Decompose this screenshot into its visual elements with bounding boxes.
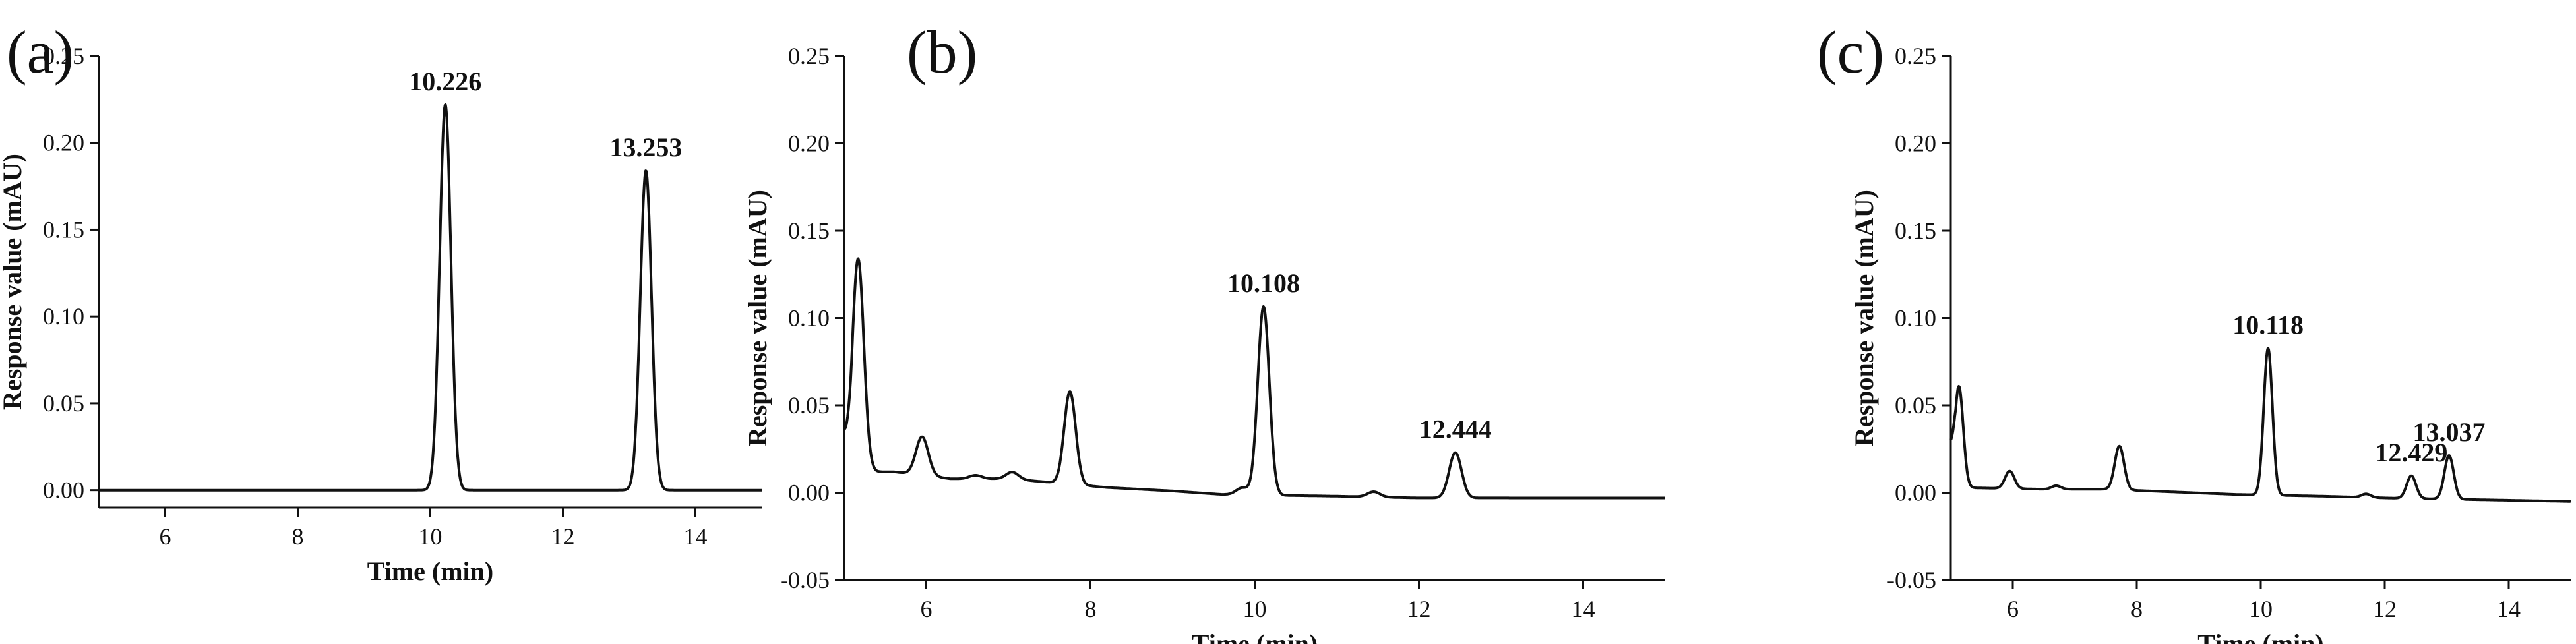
y-tick-label: 0.15 [1895, 218, 1936, 244]
x-tick-label: 8 [292, 523, 304, 550]
y-tick-label: 0.25 [43, 43, 84, 69]
y-tick-label: -0.05 [1887, 567, 1936, 593]
y-tick-label: 0.05 [43, 390, 84, 417]
y-tick-label: 0.15 [788, 218, 830, 244]
x-tick-label: 12 [1407, 596, 1431, 622]
panel-letter: (b) [907, 18, 977, 86]
y-axis-label: Response value (mAU) [743, 190, 772, 446]
peak-label: 12.429 [2375, 438, 2447, 467]
peak-label: 10.108 [1227, 268, 1300, 298]
y-tick-label: 0.10 [1895, 305, 1936, 332]
x-tick-label: 10 [1243, 596, 1267, 622]
y-tick-label: 0.25 [1895, 43, 1936, 69]
chart-panel-b: (b) 6 8 10 12 14 -0.05 0.00 0.05 0.10 0.15 0.20 0.25… [743, 18, 1667, 644]
x-axis-label: Time (min) [1192, 629, 1318, 644]
x-tick-label: 14 [684, 523, 708, 550]
y-axis-label: Response value (mAU) [0, 154, 27, 410]
x-axis-label: Time (min) [2197, 629, 2323, 644]
chart-panel-c: (c) 6 8 10 12 14 -0.05 0.00 0.05 0.10 0.15 0.20 0.25… [1817, 18, 2572, 644]
chart-panel-a: (a) 6 8 10 12 14 0.00 0.05 0.10 0.15 0.20 0.25 Time … [0, 18, 763, 586]
panel-letter: (a) [7, 18, 74, 86]
y-tick-label: 0.25 [788, 43, 830, 69]
x-tick-label: 8 [1085, 596, 1097, 622]
x-tick-label: 10 [419, 523, 443, 550]
y-tick-label: 0.10 [43, 303, 84, 330]
y-tick-label: 0.00 [1895, 480, 1936, 506]
x-tick-label: 8 [2131, 596, 2143, 622]
y-tick-label: -0.05 [780, 567, 830, 593]
x-tick-label: 6 [921, 596, 933, 622]
chromatogram-trace [98, 103, 763, 492]
x-tick-label: 12 [551, 523, 575, 550]
y-tick-label: 0.05 [1895, 392, 1936, 419]
x-tick-label: 6 [2007, 596, 2019, 622]
y-tick-label: 0.20 [1895, 131, 1936, 157]
x-tick-label: 10 [2249, 596, 2273, 622]
y-tick-label: 0.15 [43, 216, 84, 243]
chromatogram-trace [843, 257, 1667, 500]
x-axis-label: Time (min) [367, 556, 493, 586]
panel-letter: (c) [1817, 18, 1884, 86]
peak-label: 12.444 [1419, 415, 1492, 444]
chromatogram-trace [1949, 347, 2572, 503]
y-tick-label: 0.10 [788, 305, 830, 332]
y-tick-label: 0.20 [788, 131, 830, 157]
x-tick-label: 14 [1572, 596, 1595, 622]
y-axis-label: Response value (mAU) [1849, 190, 1879, 446]
y-tick-label: 0.00 [43, 477, 84, 504]
x-tick-label: 14 [2497, 596, 2521, 622]
peak-label: 10.226 [409, 67, 481, 96]
peak-label: 10.118 [2232, 310, 2304, 340]
y-tick-label: 0.00 [788, 480, 830, 506]
y-tick-label: 0.05 [788, 392, 830, 419]
x-tick-label: 12 [2373, 596, 2397, 622]
peak-label: 13.037 [2412, 417, 2485, 447]
y-tick-label: 0.20 [43, 130, 84, 156]
peak-label: 13.253 [609, 132, 682, 162]
x-tick-label: 6 [160, 523, 171, 550]
